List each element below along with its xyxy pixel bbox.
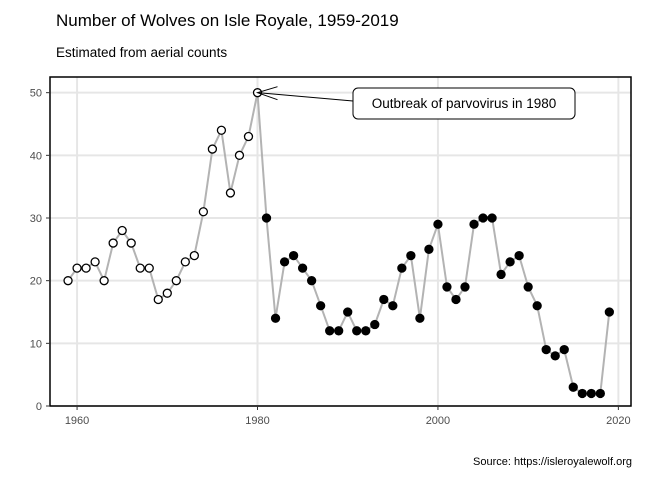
data-point bbox=[279, 257, 290, 267]
annotation-arrowhead bbox=[255, 86, 278, 101]
data-point bbox=[99, 276, 109, 286]
annotation-box bbox=[352, 87, 576, 120]
data-point bbox=[370, 319, 380, 330]
data-point bbox=[207, 144, 218, 154]
data-point bbox=[63, 276, 73, 286]
data-point bbox=[487, 213, 497, 223]
data-point bbox=[505, 257, 515, 267]
data-point bbox=[550, 351, 560, 361]
chart-caption: Source: https://isleroyalewolf.org bbox=[473, 456, 632, 468]
data-point bbox=[496, 269, 506, 280]
data-point bbox=[189, 250, 199, 261]
annotation-arrow-line bbox=[257, 92, 354, 102]
data-point bbox=[306, 276, 317, 286]
axis-layer: 0 10 20 30 40 50 1960 1980 2000 2020 bbox=[30, 76, 632, 427]
y-tick-label: 0 bbox=[36, 401, 42, 413]
series-line bbox=[67, 91, 611, 395]
y-tick-label: 50 bbox=[30, 88, 42, 100]
data-point bbox=[225, 188, 236, 198]
data-point bbox=[586, 388, 596, 399]
data-point bbox=[108, 238, 118, 248]
y-tick-label: 20 bbox=[30, 276, 42, 288]
data-point bbox=[568, 382, 578, 392]
data-point bbox=[171, 276, 181, 286]
data-point bbox=[343, 307, 353, 317]
chart-title: Number of Wolves on Isle Royale, 1959-20… bbox=[56, 11, 399, 30]
data-point bbox=[523, 282, 533, 292]
y-tick-label: 30 bbox=[30, 213, 42, 225]
data-point bbox=[397, 263, 407, 273]
data-point bbox=[442, 282, 452, 292]
plot-border bbox=[49, 76, 632, 407]
data-point bbox=[478, 213, 488, 223]
data-point bbox=[352, 326, 362, 336]
data-point bbox=[595, 388, 605, 399]
data-point bbox=[379, 294, 389, 305]
annotation-layer: Outbreak of parvovirus in 1980 bbox=[255, 86, 576, 120]
data-point bbox=[243, 131, 254, 142]
data-point bbox=[577, 388, 587, 399]
data-point bbox=[469, 219, 479, 229]
data-point bbox=[144, 263, 154, 273]
data-point bbox=[541, 344, 551, 355]
data-point bbox=[604, 307, 614, 317]
annotation-label: Outbreak of parvovirus in 1980 bbox=[372, 96, 557, 111]
data-point bbox=[297, 263, 308, 273]
x-tick-label: 1960 bbox=[65, 415, 89, 427]
data-point bbox=[532, 301, 542, 311]
data-point bbox=[162, 288, 172, 298]
data-point bbox=[270, 313, 281, 323]
data-point bbox=[234, 150, 245, 160]
data-point bbox=[198, 207, 209, 217]
data-point bbox=[81, 263, 91, 273]
data-point bbox=[135, 263, 145, 273]
data-point bbox=[514, 250, 524, 261]
data-point bbox=[415, 313, 425, 323]
chart-subtitle: Estimated from aerial counts bbox=[56, 45, 228, 60]
y-tick-label: 40 bbox=[30, 150, 42, 162]
data-point bbox=[424, 244, 434, 254]
x-tick-label: 2020 bbox=[606, 415, 630, 427]
data-point bbox=[288, 250, 299, 261]
data-point bbox=[361, 326, 371, 336]
x-tick-label: 1980 bbox=[245, 415, 269, 427]
grid-layer bbox=[50, 77, 631, 407]
data-point bbox=[216, 125, 227, 135]
point-layer bbox=[63, 88, 614, 399]
data-point bbox=[433, 219, 443, 229]
data-point bbox=[559, 344, 569, 355]
data-point bbox=[117, 225, 127, 236]
line-layer bbox=[67, 91, 611, 395]
data-point bbox=[180, 257, 190, 267]
data-point bbox=[316, 301, 326, 311]
data-point bbox=[460, 282, 470, 292]
data-point bbox=[72, 263, 82, 273]
data-point bbox=[325, 326, 335, 336]
data-point bbox=[126, 238, 136, 248]
data-point bbox=[451, 294, 461, 305]
data-point bbox=[388, 301, 398, 311]
y-tick-label: 10 bbox=[30, 338, 42, 350]
data-point bbox=[406, 250, 416, 261]
data-point bbox=[334, 326, 344, 336]
data-point bbox=[90, 257, 100, 267]
x-tick-label: 2000 bbox=[426, 415, 450, 427]
data-point bbox=[261, 213, 272, 223]
data-point bbox=[153, 294, 163, 305]
